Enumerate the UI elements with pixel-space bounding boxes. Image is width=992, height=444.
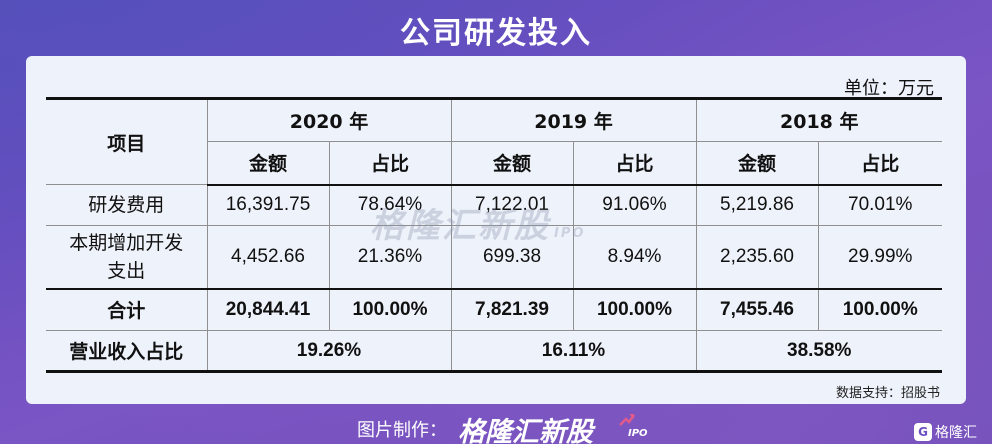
table-cell: 19.26% [206, 330, 452, 373]
table-subheader-row: 金额 占比 金额 占比 金额 占比 [46, 141, 942, 186]
table-cell: 699.38 [450, 225, 574, 289]
subheader-amount: 金额 [207, 141, 330, 186]
header-item: 项目 [46, 97, 208, 185]
table-cell: 16.11% [450, 330, 697, 373]
table-cell: 7,122.01 [450, 184, 574, 226]
credit-label: 图片制作： [357, 420, 447, 441]
watermark-text: 格隆汇新股 [370, 206, 550, 246]
subheader-ratio: 占比 [328, 141, 452, 186]
table-cell: 91.06% [572, 184, 697, 226]
table-cell: 16,391.75 [206, 184, 330, 226]
subheader-ratio: 占比 [572, 141, 697, 186]
row-label: 本期增加开发 支出 [46, 225, 208, 289]
subheader-ratio: 占比 [817, 141, 942, 186]
header-year-2018: 2018 年 [695, 97, 942, 142]
header-year-2020: 2020 年 [206, 97, 452, 142]
row-label: 研发费用 [46, 184, 208, 226]
table-cell: 38.58% [695, 330, 942, 373]
subheader-amount: 金额 [450, 141, 574, 186]
table-cell: 21.36% [328, 225, 452, 289]
table-cell: 5,219.86 [695, 184, 819, 226]
brand-suffix: IPO [628, 428, 648, 439]
table-cell: 70.01% [817, 184, 942, 226]
table-cell: 78.64% [328, 184, 452, 226]
header-year-2019: 2019 年 [450, 97, 697, 142]
table-row: 本期增加开发 支出 4,452.66 21.36% 699.38 8.94% 2… [46, 225, 942, 289]
table-cell: 20,844.41 [206, 287, 330, 331]
table-cell: 7,455.46 [695, 287, 819, 331]
data-source-note: 数据支持：招股书 [835, 386, 940, 401]
row-label-line: 本期增加开发 [69, 231, 184, 254]
logo-badge-icon: G [914, 423, 932, 441]
row-label-line: 支出 [107, 259, 146, 282]
table-cell: 29.99% [817, 225, 942, 289]
table-cell: 8.94% [572, 225, 697, 289]
table-revenue-ratio-row: 营业收入占比 19.26% 16.11% 38.58% [46, 330, 942, 373]
unit-label: 单位：万元 [844, 78, 934, 99]
corner-logo: G 格隆汇 [914, 422, 977, 442]
watermark-logo: 格隆汇新股 IPO [370, 198, 585, 247]
table-cell: 100.00% [817, 287, 942, 331]
corner-logo-text: 格隆汇 [935, 425, 977, 441]
subheader-amount: 金额 [695, 141, 819, 186]
brand-logo-text: 格隆汇新股 [458, 417, 593, 444]
watermark-suffix: IPO [554, 226, 586, 241]
rd-investment-table: 项目 2020 年 2019 年 2018 年 金额 占比 金额 占比 金额 占… [46, 97, 942, 373]
table-cell: 100.00% [328, 287, 452, 331]
page-title: 公司研发投入 [400, 16, 592, 51]
table-cell: 4,452.66 [206, 225, 330, 289]
table-row: 研发费用 16,391.75 78.64% 7,122.01 91.06% 5,… [46, 184, 942, 226]
row-label: 合计 [46, 287, 208, 331]
table-cell: 100.00% [572, 287, 697, 331]
table-total-row: 合计 20,844.41 100.00% 7,821.39 100.00% 7,… [46, 287, 942, 331]
table-cell: 2,235.60 [695, 225, 819, 289]
row-label: 营业收入占比 [46, 330, 208, 373]
table-header-row: 项目 2020 年 2019 年 2018 年 [46, 97, 942, 185]
table-cell: 7,821.39 [450, 287, 574, 331]
footer: 图片制作： 格隆汇新股 IPO G 格隆汇 [0, 414, 992, 444]
trend-arrow-icon [619, 414, 635, 426]
